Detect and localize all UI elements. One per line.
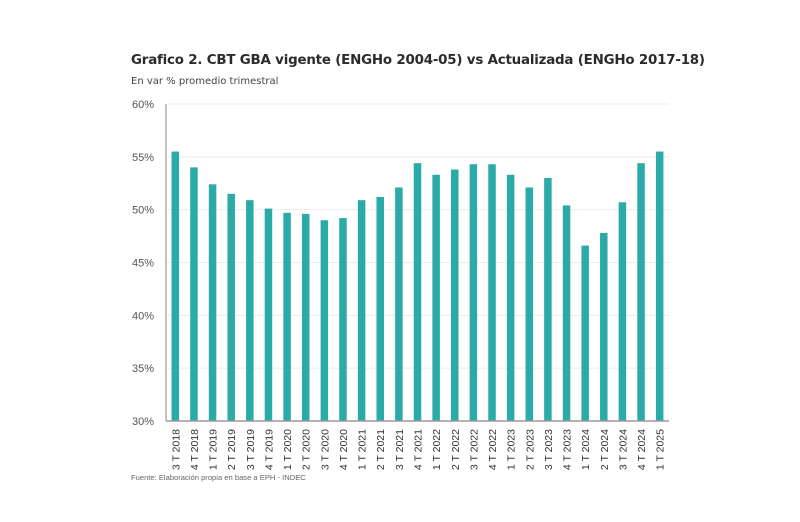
bar — [376, 196, 384, 421]
bars — [171, 151, 664, 422]
source-note: Fuente: Elaboración propia en base a EPH… — [131, 473, 306, 482]
bar — [600, 232, 608, 421]
bar — [637, 163, 645, 421]
bar — [469, 164, 478, 422]
x-tick-label: 2 T 2020 — [301, 429, 313, 470]
y-tick-label: 55% — [132, 152, 154, 164]
x-tick-label: 3 T 2021 — [394, 429, 406, 470]
bar — [506, 174, 515, 421]
x-tick-label: 4 T 2024 — [636, 429, 648, 470]
bar — [320, 220, 329, 421]
bar — [283, 212, 291, 421]
x-tick-label: 3 T 2024 — [617, 429, 629, 470]
bar — [227, 193, 235, 421]
bar — [488, 164, 496, 422]
chart-title: Grafico 2. CBT GBA vigente (ENGHo 2004-0… — [131, 53, 705, 68]
x-tick-label: 4 T 2019 — [263, 429, 275, 470]
bar — [562, 205, 571, 421]
x-tick-label: 4 T 2020 — [338, 429, 350, 470]
y-tick-label: 40% — [132, 310, 154, 322]
bar — [246, 200, 254, 421]
bar — [395, 187, 403, 421]
y-tick-label: 30% — [132, 416, 154, 428]
x-tick-label: 4 T 2022 — [487, 429, 499, 470]
bar — [171, 151, 180, 422]
bar — [525, 187, 534, 421]
bar — [581, 245, 589, 421]
bar — [544, 177, 552, 421]
bar — [264, 208, 273, 421]
x-tick-label: 4 T 2023 — [562, 429, 574, 470]
bar — [413, 163, 422, 421]
x-tick-label: 1 T 2025 — [655, 429, 667, 470]
x-tick-label: 4 T 2021 — [413, 429, 425, 470]
bar — [339, 218, 347, 421]
y-axis-ticks: 30% 35% 40% 45% 50% 55% 60% — [132, 99, 154, 428]
x-tick-label: 3 T 2022 — [468, 429, 480, 470]
bar — [208, 184, 217, 421]
x-axis-ticks: 3 T 2018 4 T 2018 1 T 2019 2 T 2019 3 T 2019… — [170, 429, 666, 470]
x-tick-label: 1 T 2019 — [208, 429, 220, 470]
chart-subtitle: En var % promedio trimestral — [131, 76, 279, 87]
y-tick-label: 35% — [132, 363, 154, 375]
x-tick-label: 4 T 2018 — [189, 429, 201, 470]
bar — [190, 167, 198, 421]
x-tick-label: 3 T 2018 — [170, 429, 182, 470]
y-tick-label: 60% — [132, 99, 154, 111]
y-tick-label: 50% — [132, 205, 154, 217]
bar — [301, 213, 310, 421]
x-tick-label: 2 T 2019 — [226, 429, 238, 470]
x-tick-label: 3 T 2023 — [543, 429, 555, 470]
x-tick-label: 1 T 2023 — [506, 429, 518, 470]
bar — [655, 151, 664, 422]
bar — [451, 169, 459, 421]
x-tick-label: 3 T 2019 — [245, 429, 257, 470]
x-tick-label: 3 T 2020 — [319, 429, 331, 470]
bar — [432, 174, 440, 421]
x-tick-label: 1 T 2024 — [580, 429, 592, 470]
x-tick-label: 2 T 2024 — [599, 429, 611, 470]
x-tick-label: 2 T 2023 — [524, 429, 536, 470]
x-tick-label: 1 T 2021 — [357, 429, 369, 470]
x-tick-label: 1 T 2022 — [431, 429, 443, 470]
x-tick-label: 2 T 2021 — [375, 429, 387, 470]
x-tick-label: 2 T 2022 — [450, 429, 462, 470]
bar — [357, 200, 366, 421]
y-tick-label: 45% — [132, 258, 154, 270]
x-tick-label: 1 T 2020 — [282, 429, 294, 470]
bar — [618, 202, 627, 421]
